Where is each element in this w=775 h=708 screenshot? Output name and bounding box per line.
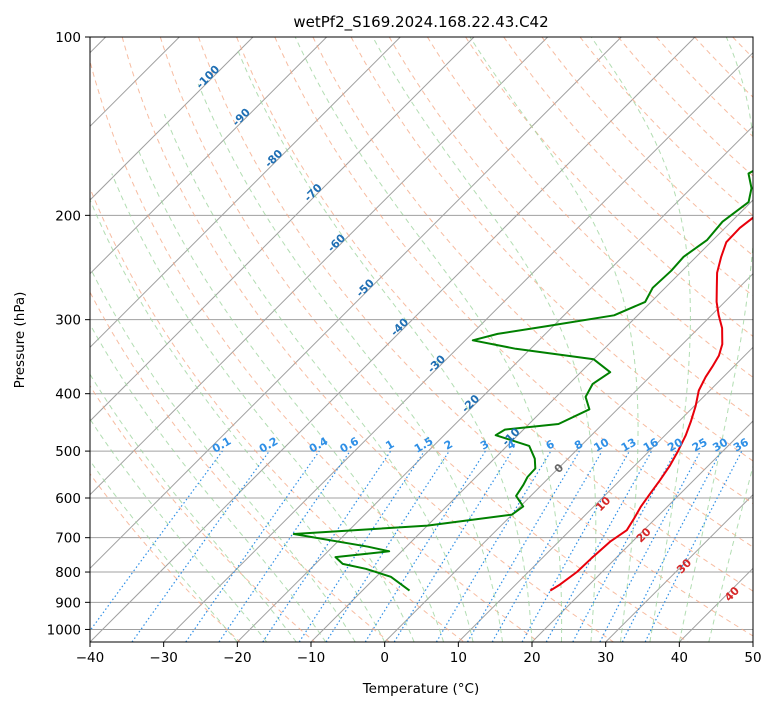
mixing-ratio-line: [298, 450, 425, 642]
y-tick-label: 300: [55, 313, 81, 329]
isotherm-line: [531, 420, 753, 642]
isotherm-line: [310, 199, 753, 642]
x-tick-label: −40: [76, 650, 105, 666]
y-tick-label: 500: [55, 444, 81, 460]
grid-layer: [90, 37, 775, 642]
dry-adiabat: [90, 472, 241, 642]
dry-adiabat: [426, 37, 753, 378]
isotherm-line: [163, 51, 753, 642]
series-layer: [292, 169, 753, 592]
dry-adiabat: [236, 37, 753, 592]
isotherm-line: [90, 37, 696, 642]
dry-adiabat: [579, 37, 753, 217]
isotherm-line: [752, 641, 753, 642]
chart-title: wetPf2_S169.2024.168.22.43.C42: [293, 13, 548, 32]
dry-adiabat: [90, 59, 540, 642]
moist-adiabat: [590, 37, 691, 642]
plot-background: [90, 37, 753, 642]
dry-adiabat: [465, 37, 753, 337]
mixing-ratio-line: [218, 450, 351, 642]
dry-adiabat: [90, 291, 390, 642]
x-axis-label: Temperature (°C): [362, 681, 480, 697]
x-tick-label: 40: [671, 650, 688, 666]
dry-adiabat: [617, 37, 753, 177]
isotherm-line: [90, 37, 549, 496]
moist-adiabat: [90, 266, 356, 642]
y-tick-label: 100: [55, 30, 81, 46]
ticks-layer: −40 −30 −20 −10 0 10 20 30 40 50 100 200 300 400 500 60…: [47, 30, 762, 666]
x-tick-label: −20: [223, 650, 252, 666]
y-tick-label: 200: [55, 208, 81, 224]
dry-adiabat: [503, 37, 753, 297]
isotherm-line: [457, 346, 753, 642]
dry-adiabat: [274, 37, 753, 548]
moist-adiabat: [197, 83, 503, 642]
mixing-ratio-line: [325, 450, 450, 642]
mixing-ratio-line: [545, 450, 653, 642]
moist-adiabat: [90, 198, 386, 642]
isotherm-line: [605, 493, 753, 642]
dry-adiabat: [350, 37, 753, 462]
y-tick-label: 1000: [47, 622, 81, 638]
x-tick-label: 0: [380, 650, 389, 666]
x-tick-label: 20: [523, 650, 540, 666]
moist-adiabat: [90, 323, 327, 642]
isotherm-line: [90, 37, 622, 570]
moist-adiabat: [294, 37, 563, 642]
x-tick-label: 50: [744, 650, 761, 666]
isotherm-line: [90, 37, 254, 201]
moist-adiabat: [90, 418, 268, 642]
y-tick-label: 700: [55, 531, 81, 547]
x-tick-label: 30: [597, 650, 614, 666]
y-tick-label: 800: [55, 565, 81, 581]
moist-adiabat: [111, 173, 415, 642]
moist-adiabat: [237, 49, 533, 642]
mixing-ratio-line: [521, 450, 631, 642]
moist-adiabat: [90, 459, 238, 642]
temperature-profile-line: [549, 216, 753, 592]
y-axis-label: Pressure (hPa): [12, 292, 28, 389]
x-tick-label: −10: [297, 650, 326, 666]
mixing-ratio-line: [185, 450, 320, 642]
y-tick-label: 600: [55, 491, 81, 507]
mixing-ratio-line: [90, 450, 223, 632]
y-tick-label: 900: [55, 595, 81, 611]
mixing-ratio-line: [393, 450, 513, 642]
y-tick-label: 400: [55, 387, 81, 403]
plot-frame: [89, 36, 754, 643]
isotherm-line: [90, 37, 475, 422]
moist-adiabat: [90, 373, 297, 642]
isotherm-line: [384, 272, 753, 642]
dry-adiabat: [388, 37, 753, 420]
mixing-ratio-line: [644, 450, 743, 642]
dry-adiabat: [771, 37, 775, 642]
dry-adiabat: [198, 37, 753, 637]
mixing-ratio-line: [262, 450, 392, 642]
moist-adiabat: [469, 37, 639, 642]
isotherm-line: [90, 37, 328, 275]
isotherm-line: [90, 37, 401, 349]
mixing-ratio-line: [131, 450, 270, 642]
dewpoint-profile-line: [292, 169, 753, 592]
mixing-ratio-line: [572, 450, 677, 642]
x-tick-label: 10: [450, 650, 467, 666]
moist-adiabat: [372, 37, 597, 642]
x-tick-label: −30: [149, 650, 178, 666]
